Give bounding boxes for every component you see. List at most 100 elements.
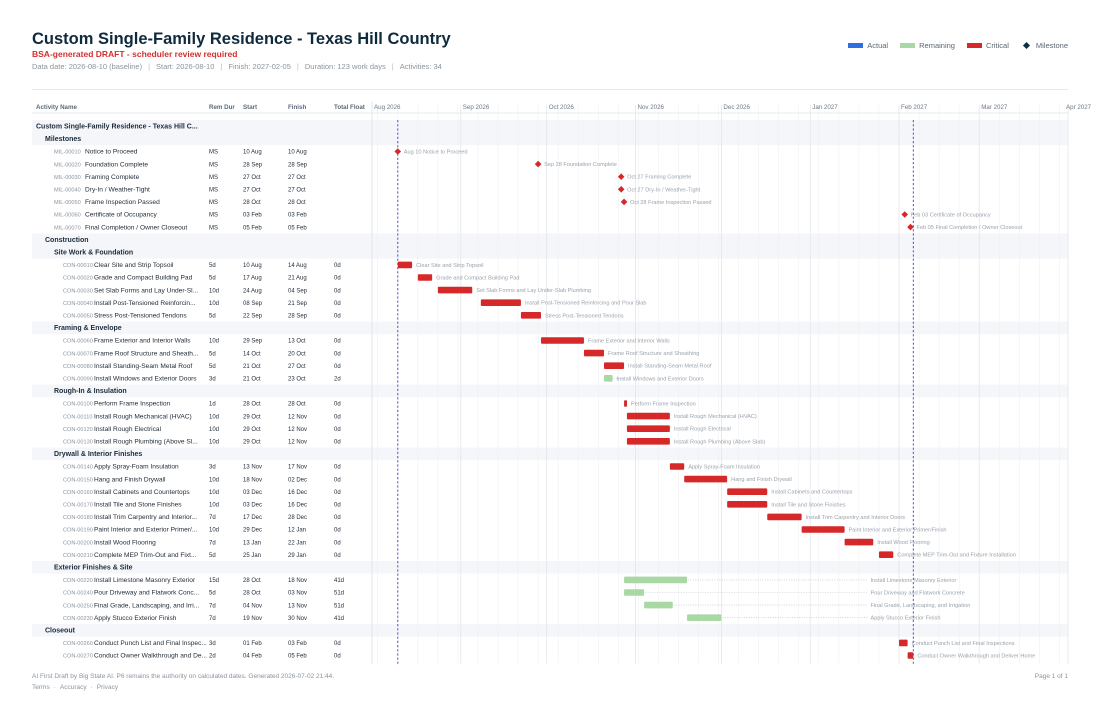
finish-date: 03 Feb: [288, 213, 307, 219]
bar-label: Frame Exterior and Interior Walls: [588, 339, 670, 345]
critical-bar: [727, 488, 768, 495]
activity-count: Activities: 34: [399, 62, 442, 71]
bar-label: Frame Roof Structure and Sheathing: [608, 351, 699, 357]
start-date: 17 Aug: [243, 276, 262, 282]
finish-date: Finish: 2027-02-05: [228, 62, 291, 71]
activity-name: Set Slab Forms and Lay Under-Sl...: [94, 287, 198, 294]
wbs-band: [32, 624, 1068, 637]
column-header: Total Float: [334, 104, 365, 111]
activity-id: CON-00080: [63, 364, 93, 370]
rem-dur: 7d: [209, 515, 216, 521]
remaining-bar: [624, 576, 688, 584]
accuracy-link[interactable]: Accuracy: [59, 684, 87, 691]
start-date: 27 Oct: [243, 175, 261, 181]
bar-label: Conduct Punch List and Final Inspections: [912, 641, 1015, 647]
start-date: 28 Sep: [243, 162, 263, 168]
activity-name: Install Post-Tensioned Reinforcin...: [94, 300, 196, 307]
total-float: 0d: [334, 276, 341, 282]
finish-date: 21 Aug: [288, 276, 307, 282]
bar-label: Install Rough Mechanical (HVAC): [674, 414, 757, 420]
critical-bar: [626, 425, 670, 432]
milestone-marker: [534, 160, 542, 168]
activity-name: Framing Complete: [85, 174, 140, 181]
total-float: 0d: [334, 364, 341, 370]
bar-label: Final Grade, Landscaping, and Irrigation: [871, 603, 971, 609]
milestone-marker: [620, 198, 628, 206]
month-label: Feb 2027: [901, 104, 928, 111]
rem-dur: MS: [209, 200, 218, 206]
finish-date: 27 Oct: [288, 364, 306, 370]
critical-bar: [878, 551, 894, 558]
start-date: 29 Dec: [243, 528, 262, 534]
start-date: 03 Dec: [243, 490, 262, 496]
finish-date: 29 Jan: [288, 553, 306, 559]
rem-dur: 5d: [209, 553, 216, 559]
start-date: 25 Jan: [243, 553, 261, 559]
total-float: 51d: [334, 603, 344, 609]
start-date: 28 Oct: [243, 591, 261, 597]
total-float: 0d: [334, 515, 341, 521]
bar-label: Install Tile and Stone Finishes: [771, 502, 846, 508]
privacy-link[interactable]: Privacy: [96, 684, 119, 691]
activity-name: Install Rough Mechanical (HVAC): [94, 413, 192, 420]
finish-date: 10 Aug: [288, 150, 307, 156]
wbs-name: Milestones: [45, 136, 81, 143]
start-date: 18 Nov: [243, 477, 262, 483]
critical-bar: [480, 299, 521, 306]
milestone-marker: [901, 211, 909, 218]
rem-dur: MS: [209, 175, 218, 181]
activity-name: Install Rough Plumbing (Above Sl...: [94, 439, 198, 446]
month-label: Aug 2026: [374, 104, 401, 111]
bar-label: Install Standing-Seam Metal Roof: [628, 364, 712, 370]
finish-date: 12 Nov: [288, 427, 307, 433]
activity-name: Paint Interior and Exterior Primer/...: [94, 527, 198, 534]
milestone-label: Aug 10 Notice to Proceed: [404, 150, 468, 156]
rem-dur: MS: [209, 225, 218, 231]
rem-dur: 3d: [209, 377, 216, 383]
terms-link[interactable]: Terms: [32, 684, 50, 691]
activity-id: MIL-00050: [54, 200, 81, 206]
legend-actual-label: Actual: [867, 41, 889, 50]
bar-label: Install Trim Carpentry and Interior Door…: [806, 515, 906, 521]
milestone-marker: [617, 173, 625, 180]
finish-date: 28 Oct: [288, 200, 306, 206]
month-label: Nov 2026: [638, 104, 665, 111]
start-date: 14 Oct: [243, 351, 261, 357]
rem-dur: 5d: [209, 591, 216, 597]
activity-name: Apply Stucco Exterior Finish: [94, 615, 177, 622]
critical-bar: [907, 652, 914, 659]
activity-id: MIL-00060: [54, 213, 81, 219]
rem-dur: 10d: [209, 301, 219, 307]
rem-dur: 7d: [209, 616, 216, 622]
start-date: 29 Sep: [243, 339, 263, 345]
finish-date: 03 Nov: [288, 591, 307, 597]
total-float: 41d: [334, 578, 344, 584]
finish-date: 05 Feb: [288, 225, 307, 231]
finish-date: 12 Jan: [288, 528, 306, 534]
bar-label: Clear Site and Strip Topsoil: [416, 263, 483, 269]
activity-name: Conduct Owner Walkthrough and De...: [94, 653, 207, 660]
activity-name: Stress Post-Tensioned Tendons: [94, 313, 187, 320]
rem-dur: 10d: [209, 288, 219, 294]
finish-date: 20 Oct: [288, 351, 306, 357]
total-float: 0d: [334, 351, 341, 357]
total-float: 0d: [334, 288, 341, 294]
activity-id: CON-00270: [63, 654, 93, 660]
start-date: 21 Oct: [243, 364, 261, 370]
finish-date: 21 Sep: [288, 301, 308, 307]
finish-date: 28 Oct: [288, 402, 306, 408]
legend-actual: Actual: [848, 41, 888, 50]
start-date: 29 Oct: [243, 414, 261, 420]
legend-actual-swatch: [848, 43, 864, 48]
rem-dur: MS: [209, 150, 218, 156]
month-label: Mar 2027: [981, 104, 1008, 111]
activity-name: Hang and Finish Drywall: [94, 476, 166, 483]
rem-dur: 10d: [209, 490, 219, 496]
finish-date: 04 Sep: [288, 288, 308, 294]
critical-bar: [624, 400, 628, 407]
activity-name: Pour Driveway and Flatwork Conc...: [94, 590, 199, 597]
month-label: Dec 2026: [723, 104, 750, 111]
milestone-marker: [617, 186, 625, 193]
activity-id: CON-00030: [63, 288, 93, 294]
